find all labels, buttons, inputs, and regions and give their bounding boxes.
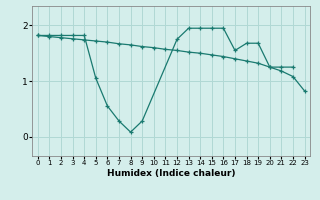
X-axis label: Humidex (Indice chaleur): Humidex (Indice chaleur) bbox=[107, 169, 236, 178]
